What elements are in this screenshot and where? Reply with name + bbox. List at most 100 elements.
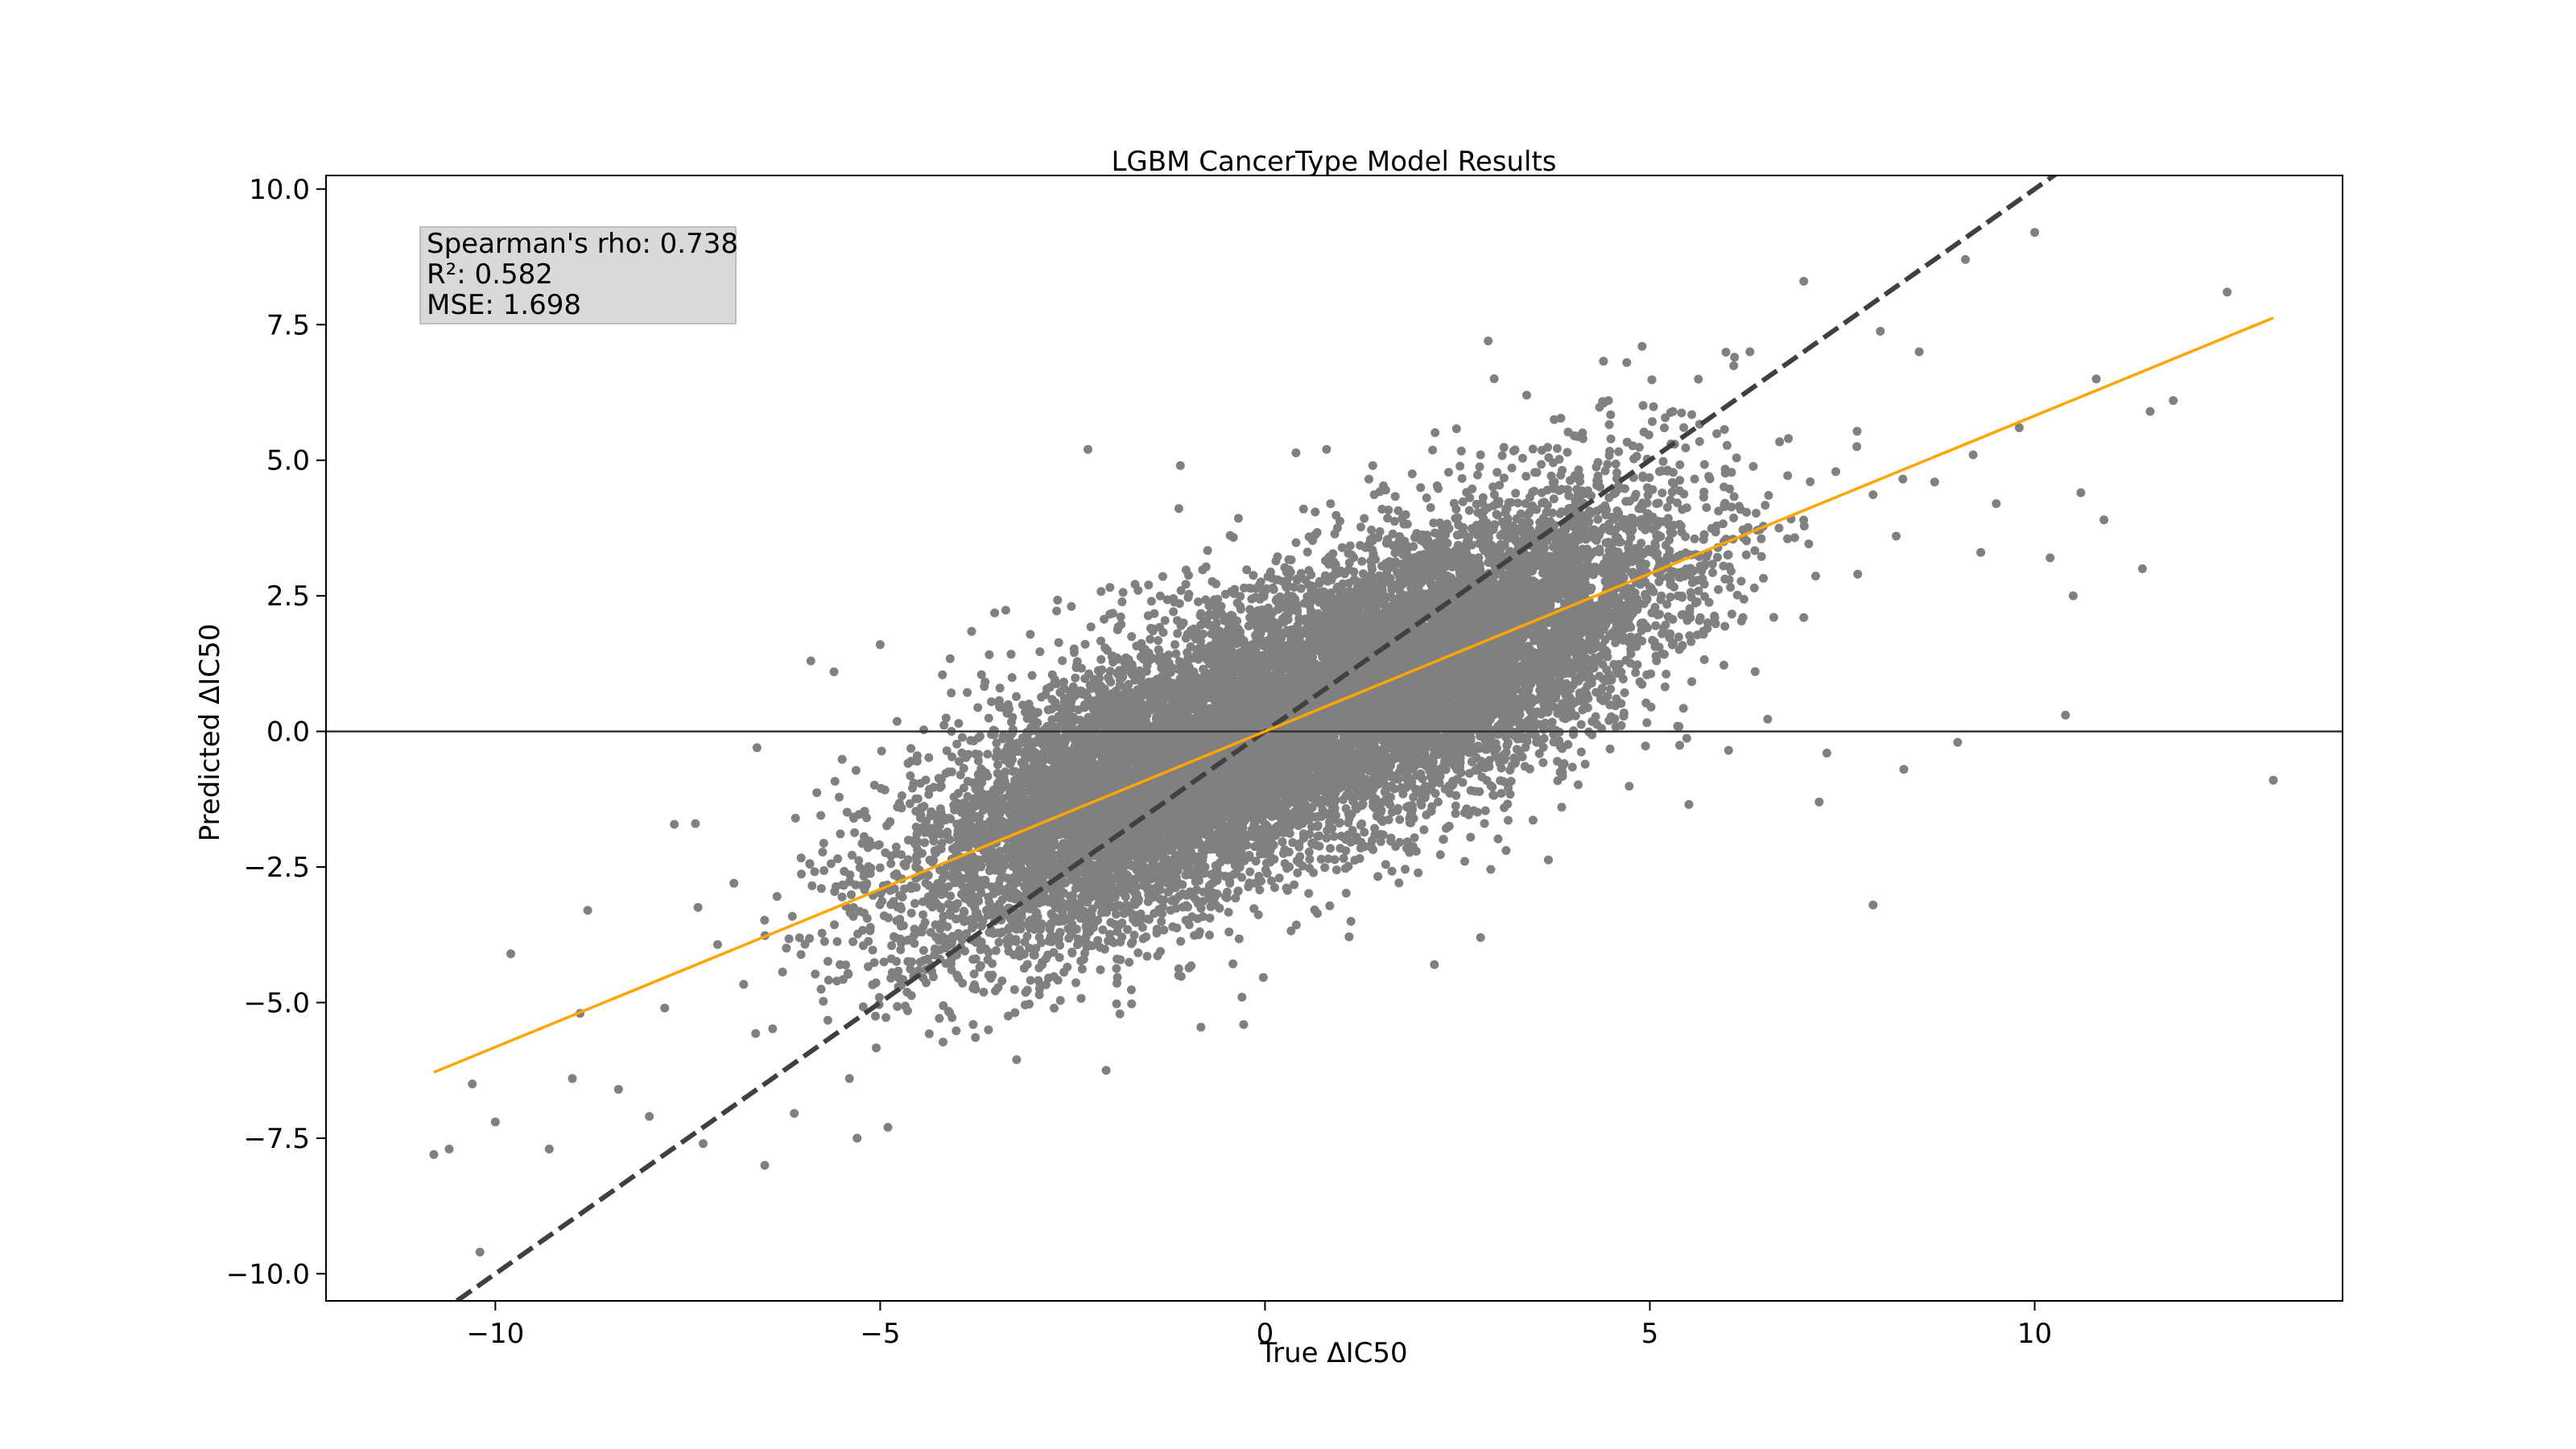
data-point [1458, 778, 1468, 787]
data-point [1811, 572, 1820, 581]
data-point [1473, 470, 1482, 480]
data-point [971, 1033, 980, 1042]
data-point [1228, 959, 1238, 968]
data-point [1323, 854, 1333, 864]
data-point [1694, 586, 1703, 596]
data-point [768, 1024, 778, 1034]
data-point [1687, 677, 1697, 687]
data-point [1251, 857, 1261, 866]
data-point [1535, 518, 1545, 527]
data-point [1360, 828, 1369, 837]
data-point [973, 703, 983, 712]
data-point [1659, 623, 1669, 633]
data-point [946, 891, 956, 901]
data-point [1455, 461, 1465, 471]
data-point [1504, 815, 1513, 825]
data-point [906, 744, 916, 753]
data-point [1233, 514, 1243, 523]
data-point [947, 752, 957, 762]
data-point [1707, 559, 1717, 569]
data-point [1096, 965, 1105, 975]
data-point [987, 697, 997, 707]
data-point [1071, 978, 1080, 988]
data-point [924, 753, 934, 762]
data-point [1006, 650, 1016, 659]
data-point [1373, 872, 1383, 881]
data-point [1025, 943, 1034, 953]
data-point [1346, 837, 1356, 847]
data-point [1321, 556, 1330, 565]
data-point [1576, 747, 1586, 757]
data-point [875, 863, 885, 873]
data-point [1606, 434, 1616, 444]
data-point [925, 785, 935, 794]
data-point [1695, 616, 1704, 625]
data-point [1176, 936, 1186, 946]
data-point [790, 1108, 799, 1118]
data-point [1316, 854, 1326, 864]
data-point [967, 626, 976, 636]
data-point [1286, 926, 1296, 935]
data-point [816, 985, 826, 994]
data-point [847, 850, 857, 860]
data-point [836, 960, 845, 969]
data-point [993, 760, 1002, 770]
data-point [1702, 503, 1711, 512]
data-point [1556, 414, 1566, 423]
data-point [1071, 673, 1080, 683]
data-point [1553, 776, 1563, 786]
data-point [1497, 451, 1507, 460]
data-point [952, 970, 962, 980]
data-point [1035, 647, 1045, 657]
data-point [1291, 448, 1301, 457]
data-point [1677, 408, 1686, 418]
data-point [1652, 499, 1662, 509]
data-point [1757, 551, 1766, 561]
data-point [1290, 583, 1298, 592]
data-point [1521, 499, 1530, 508]
data-point [1557, 507, 1567, 517]
data-point [1687, 410, 1697, 419]
data-point [1557, 803, 1567, 812]
data-point [1407, 469, 1417, 479]
data-point [1055, 996, 1065, 1005]
data-point [1008, 766, 1018, 776]
data-point [1022, 960, 1032, 969]
data-point [1367, 525, 1377, 535]
data-point [1480, 819, 1489, 828]
data-point [991, 946, 1001, 956]
data-point [1722, 440, 1732, 450]
data-point [1713, 552, 1722, 562]
data-point [903, 758, 913, 768]
data-point [1506, 777, 1516, 786]
data-point [995, 683, 1005, 693]
data-point [1876, 327, 1885, 336]
data-point [1050, 1003, 1059, 1013]
data-point [1593, 514, 1603, 524]
data-point [1724, 745, 1733, 755]
data-point [1489, 374, 1499, 383]
data-point [892, 716, 902, 726]
data-point [1096, 636, 1105, 646]
data-point [1430, 789, 1440, 799]
data-point [1053, 596, 1063, 605]
data-point [1769, 613, 1778, 622]
data-point [893, 1001, 902, 1011]
data-point [1574, 780, 1583, 790]
data-point [914, 966, 923, 975]
data-point [905, 799, 914, 808]
data-point [1727, 502, 1736, 512]
data-point [1387, 866, 1397, 876]
data-point [1291, 538, 1301, 547]
data-point [1258, 972, 1268, 982]
data-point [1077, 964, 1087, 974]
data-point [836, 829, 845, 839]
data-point [1451, 791, 1461, 800]
data-point [1152, 924, 1162, 934]
data-point [1401, 865, 1410, 874]
data-point [971, 954, 980, 964]
data-point [1112, 910, 1121, 919]
data-point [1171, 649, 1181, 658]
data-point [1464, 506, 1474, 515]
data-point [1635, 677, 1645, 687]
